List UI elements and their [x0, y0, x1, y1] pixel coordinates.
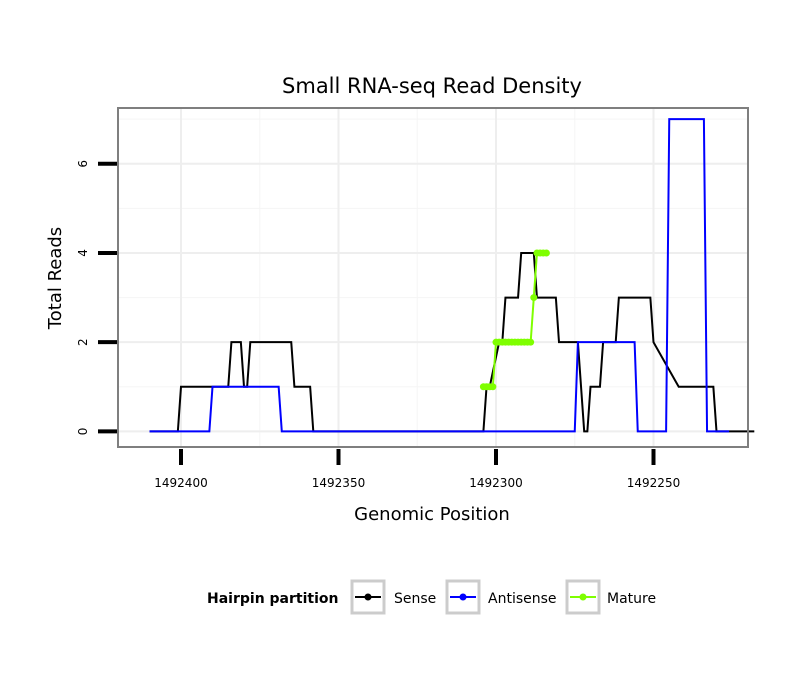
y-tick-label: 0	[76, 428, 90, 436]
grid-lines	[118, 108, 748, 447]
x-tick-label: 1492400	[154, 476, 207, 490]
mature-point	[489, 383, 497, 391]
legend-entry-antisense: Antisense	[445, 579, 557, 615]
legend: Hairpin partition Sense Antisense Mature	[207, 579, 656, 615]
x-tick-label: 1492300	[469, 476, 522, 490]
legend-title: Hairpin partition	[207, 591, 338, 607]
legend-entries: Sense Antisense Mature	[350, 579, 656, 615]
mature-point	[530, 294, 538, 302]
x-tick-label: 1492250	[627, 476, 680, 490]
legend-label: Mature	[607, 591, 656, 607]
y-axis-title: Total Reads	[45, 227, 66, 330]
legend-key-point	[579, 593, 587, 601]
x-axis-title: Genomic Position	[354, 504, 510, 525]
mature-point	[527, 338, 535, 346]
mature-point	[542, 249, 550, 257]
legend-key-point	[364, 593, 372, 601]
y-tick-label: 2	[76, 338, 90, 346]
legend-key-point	[459, 593, 467, 601]
plot-border	[117, 107, 749, 448]
y-tick-label: 6	[76, 160, 90, 168]
x-axis: 1492400 1492350 1492300 1492250	[154, 449, 680, 490]
chart-title: Small RNA-seq Read Density	[282, 74, 582, 98]
x-tick-label: 1492350	[312, 476, 365, 490]
legend-label: Sense	[394, 591, 436, 607]
legend-entry-sense: Sense	[350, 579, 436, 615]
y-tick-label: 4	[76, 249, 90, 257]
series-lines	[149, 118, 755, 433]
series-line-sense	[149, 251, 755, 433]
y-axis: 0 2 4 6	[76, 160, 117, 435]
plot-panel	[117, 107, 755, 448]
legend-entry-mature: Mature	[565, 579, 656, 615]
legend-label: Antisense	[488, 591, 557, 607]
series-line-antisense	[149, 118, 730, 433]
